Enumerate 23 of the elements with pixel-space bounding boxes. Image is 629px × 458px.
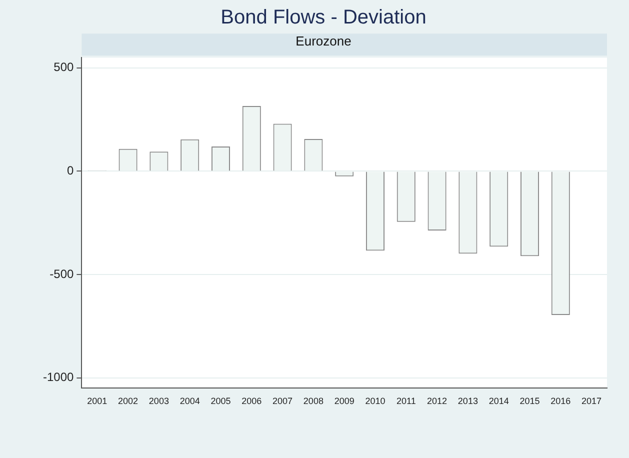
x-tick-label: 2010 [365, 396, 386, 406]
x-tick-label: 2002 [118, 396, 138, 406]
x-tick-label: 2004 [180, 396, 200, 406]
chart-subtitle: Eurozone [296, 33, 352, 48]
x-tick-label: 2005 [210, 396, 231, 406]
y-tick-label: 500 [54, 60, 74, 74]
x-tick-label: 2009 [334, 396, 354, 406]
x-tick-label: 2017 [582, 396, 602, 406]
x-tick-label: 2012 [427, 396, 448, 406]
x-tick-label: 2013 [458, 396, 478, 406]
x-tick-label: 2007 [272, 396, 293, 406]
x-tick-label: 2008 [303, 396, 324, 406]
x-tick-label: 2001 [87, 396, 108, 406]
x-tick-label: 2006 [242, 396, 262, 406]
y-tick-label: 0 [67, 164, 74, 178]
x-tick-label: 2016 [550, 396, 571, 406]
chart-title: Bond Flows - Deviation [220, 6, 426, 29]
x-tick-label: 2014 [488, 396, 509, 406]
x-tick-label: 2011 [396, 396, 416, 406]
y-tick-label: -1000 [42, 370, 74, 384]
x-tick-label: 2015 [520, 396, 540, 406]
x-tick-label: 2003 [148, 396, 169, 406]
y-tick-label: -500 [50, 266, 74, 281]
